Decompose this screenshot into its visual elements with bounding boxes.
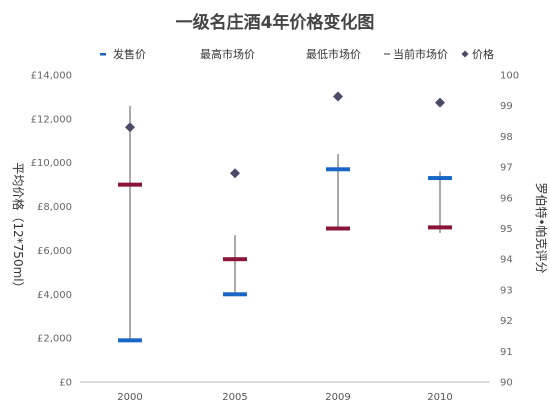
score-point [230, 168, 240, 179]
right-tick-label: 99 [500, 101, 513, 112]
right-tick-label: 100 [500, 71, 519, 82]
legend-marker [100, 53, 106, 56]
left-tick-label: £0 [59, 378, 72, 389]
left-tick-label: £6,000 [37, 246, 72, 257]
left-tick-label: £14,000 [31, 71, 72, 82]
right-tick-label: 93 [500, 285, 513, 296]
right-tick-label: 98 [500, 132, 513, 143]
right-tick-label: 94 [500, 255, 513, 266]
issue-price-mark [223, 292, 247, 297]
left-axis: £0 £2,000 £4,000 £6,000 £8,000 £10,000 £12,000… [31, 71, 72, 389]
issue-price-mark [428, 176, 452, 181]
left-tick-label: £8,000 [37, 202, 72, 213]
left-tick-label: £12,000 [31, 114, 72, 125]
left-tick-label: £10,000 [31, 158, 72, 169]
right-axis: 90 91 92 93 94 95 96 97 98 99 100 [500, 71, 519, 389]
current-price-mark [326, 226, 350, 231]
issue-price-mark [326, 167, 350, 172]
legend-label: 价格 [472, 47, 494, 61]
x-tick-label: 2005 [222, 392, 247, 403]
issue-price-mark [118, 338, 142, 343]
score-point [333, 91, 343, 102]
plot-area [118, 91, 452, 343]
right-tick-label: 96 [500, 193, 513, 204]
right-tick-label: 95 [500, 224, 513, 235]
x-tick-label: 2009 [325, 392, 350, 403]
score-point [125, 122, 135, 133]
left-tick-label: £2,000 [37, 334, 72, 345]
legend-marker [461, 50, 469, 58]
right-tick-label: 97 [500, 163, 513, 174]
current-price-mark [223, 257, 247, 262]
x-tick-label: 2010 [427, 392, 452, 403]
score-point [435, 97, 445, 108]
legend: 发售价 最高市场价 最低市场价 当前市场价 价格 [100, 47, 494, 61]
left-tick-label: £4,000 [37, 290, 72, 301]
legend-label: 最低市场价 [306, 47, 361, 61]
legend-label: 当前市场价 [393, 47, 448, 61]
legend-label: 发售价 [113, 47, 146, 61]
right-tick-label: 91 [500, 347, 513, 358]
x-tick-label: 2000 [117, 392, 142, 403]
right-axis-title: 罗伯特•帕克评分 [534, 182, 549, 273]
right-tick-label: 92 [500, 316, 513, 327]
left-axis-title: 平均价格（12*750ml） [11, 162, 26, 293]
current-price-mark [118, 182, 142, 187]
x-axis: 2000 2005 2009 2010 [117, 392, 452, 403]
current-price-mark [428, 225, 452, 230]
chart-title: 一级名庄酒4年价格变化图 [176, 12, 375, 33]
legend-label: 最高市场价 [200, 47, 255, 61]
right-tick-label: 90 [500, 378, 513, 389]
